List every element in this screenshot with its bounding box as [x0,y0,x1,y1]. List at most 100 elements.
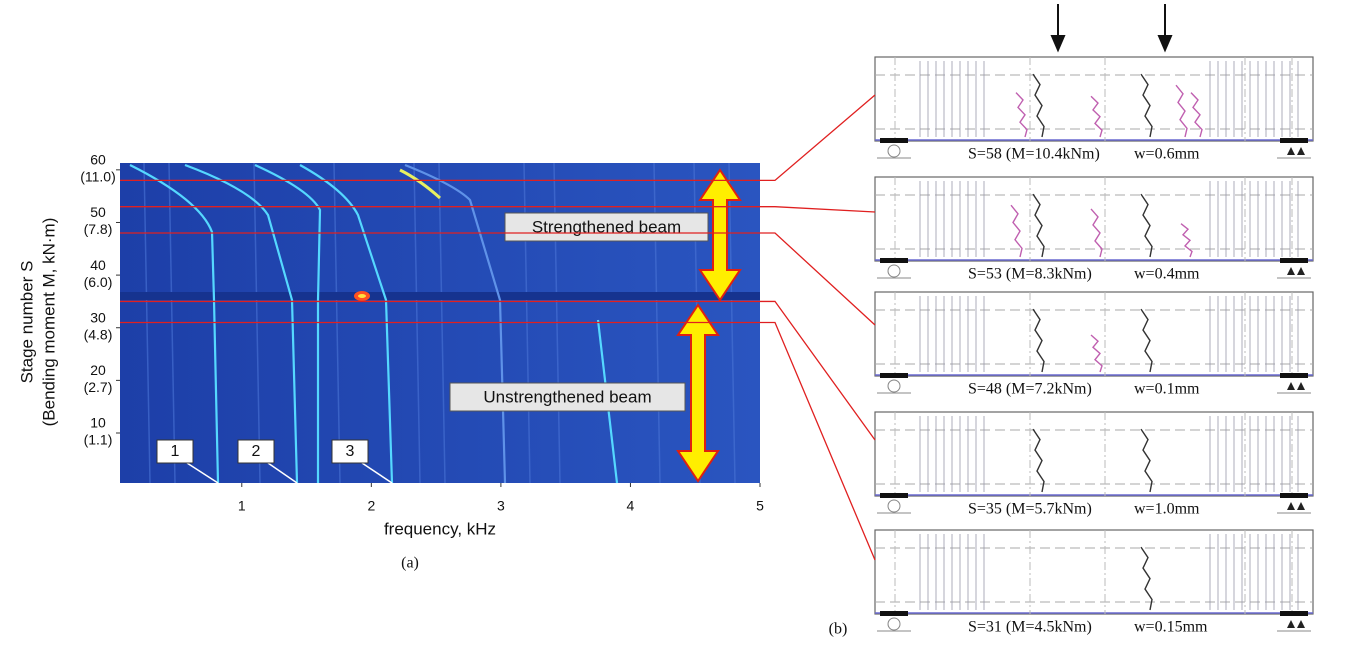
x-tick-label: 4 [627,498,635,514]
support-plate [880,138,908,143]
support-plate [1280,611,1308,616]
support-pin [1297,502,1305,510]
support-plate [880,373,908,378]
stage-line [120,321,876,561]
x-axis-label: frequency, kHz [384,519,496,538]
stage-line [120,300,876,441]
support-pin [1287,147,1295,155]
stage-line [120,232,876,326]
mode-label-box [156,439,194,464]
crack [1140,428,1153,493]
support-plate [880,493,908,498]
support-pin [1287,502,1295,510]
mode-line [254,163,322,483]
beam-outline [874,176,1314,262]
beam: S=31 (M=4.5kNm) w=0.15mm [874,529,1314,636]
load-arrows [1050,4,1173,53]
x-tick-label: 1 [238,498,246,514]
mode-leader [186,462,219,484]
y-tick-moment: (4.8) [84,326,113,342]
region-label: Unstrengthened beam [483,387,651,406]
mode-line [184,163,299,484]
support-roller [887,144,901,158]
support-plate [1280,258,1308,263]
beam-outline [874,291,1314,377]
mode-leader [361,462,393,484]
x-tick-label: 2 [367,498,375,514]
y-tick-label: 30 [90,309,106,325]
mode-line [299,164,394,484]
crack [1140,193,1153,258]
beam-crack-width: w=0.15mm [1134,619,1208,636]
support-roller [887,264,901,278]
caption: (b) [829,621,848,638]
crack [1015,92,1028,138]
mode-leader [267,462,298,484]
stage-line [120,206,876,213]
crack [1180,223,1193,258]
y-tick-label: 60 [90,152,106,168]
y-tick-label: 50 [90,204,106,220]
beam: S=48 (M=7.2kNm) w=0.1mm [874,291,1314,398]
beam-outline [874,529,1314,615]
y-axis-label: Stage number S [17,261,36,384]
y-tick-moment: (6.0) [84,274,113,290]
crack [1190,92,1203,138]
support-pin [1297,382,1305,390]
beam-stage-label: S=53 (M=8.3kNm) [968,266,1092,283]
support-pin [1287,620,1295,628]
region-arrow [676,303,720,483]
support-plate [1280,373,1308,378]
crack [1032,73,1045,138]
beam-stage-label: S=31 (M=4.5kNm) [968,619,1092,636]
mode-label: 1 [171,443,180,460]
support-pin [1297,620,1305,628]
y-axis-label: (Bending moment M, kN·m) [39,218,58,427]
region-label-box [504,212,709,242]
beam-stage-label: S=48 (M=7.2kNm) [968,381,1092,398]
region-label-box [449,382,686,412]
support-roller [887,379,901,393]
load-arrow-head [1157,35,1173,53]
beam: S=35 (M=5.7kNm) w=1.0mm [874,411,1314,518]
beam-stage-label: S=58 (M=10.4kNm) [968,146,1100,163]
beam: S=58 (M=10.4kNm) w=0.6mm [874,56,1314,163]
mode-label-box [237,439,275,464]
peak [358,294,366,298]
crack [1032,193,1045,258]
y-tick-moment: (1.1) [84,432,113,448]
crack [1175,84,1188,138]
mode-line [404,163,507,484]
support-roller [887,499,901,513]
beam-stage-label: S=35 (M=5.7kNm) [968,501,1092,518]
support-plate [880,611,908,616]
support-pin [1297,267,1305,275]
crack [1140,546,1153,611]
discontinuity-band [120,292,760,300]
mode-line [129,164,220,484]
crack [1090,208,1103,258]
support-pin [1287,382,1295,390]
load-arrow-head [1050,35,1066,53]
y-tick-moment: (11.0) [80,169,116,185]
support-plate [1280,138,1308,143]
region-label: Strengthened beam [532,217,681,236]
support-pin [1297,147,1305,155]
crack [1032,428,1045,493]
mode-label: 2 [252,443,261,460]
crack [1090,334,1103,373]
stage-line [120,94,876,182]
x-tick-label: 3 [497,498,505,514]
support-roller [887,617,901,631]
y-tick-label: 20 [90,362,106,378]
y-tick-label: 10 [90,415,106,431]
beam: S=53 (M=8.3kNm) w=0.4mm [874,176,1314,283]
beam-crack-width: w=0.1mm [1134,381,1200,398]
beam-crack-width: w=0.6mm [1134,146,1200,163]
x-tick-label: 5 [756,498,764,514]
y-tick-moment: (7.8) [84,221,113,237]
crack [1140,308,1153,373]
crack [1032,308,1045,373]
y-tick-label: 40 [90,257,106,273]
